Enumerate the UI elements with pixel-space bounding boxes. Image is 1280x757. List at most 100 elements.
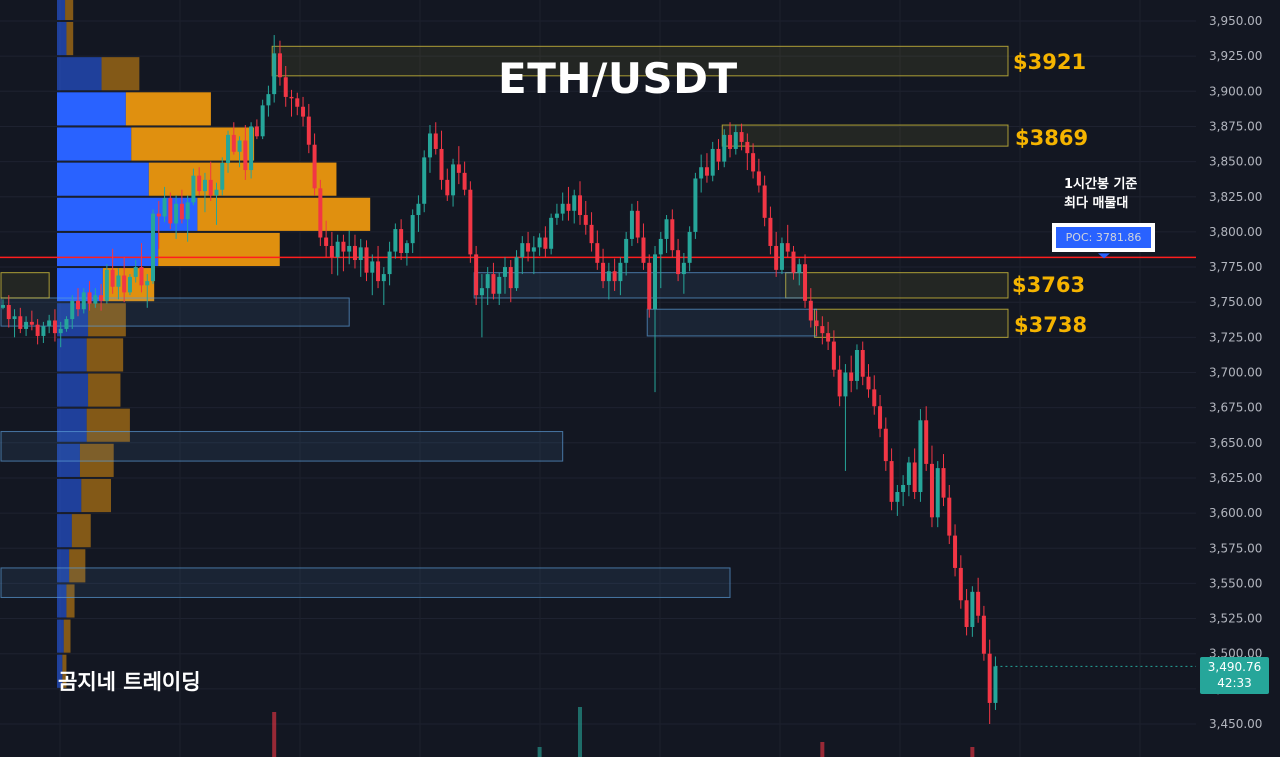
candle-body xyxy=(104,269,109,301)
support-zone xyxy=(0,297,350,327)
volume-profile-sell-bar xyxy=(86,338,124,372)
candle-body xyxy=(578,195,582,216)
volume-profile-sell-bar xyxy=(71,514,91,548)
candle-body xyxy=(347,245,352,252)
candle-body xyxy=(837,369,842,397)
candle-body xyxy=(595,243,600,263)
candle-body xyxy=(808,300,813,321)
poc-label: POC: 3781.86 xyxy=(1056,227,1151,248)
poc-annotation-line-1: 1시간봉 기준 xyxy=(1064,177,1138,192)
price-axis-tick-label: 3,925.00 xyxy=(1209,49,1262,63)
candle-body xyxy=(6,305,11,320)
volume-profile-buy-bar xyxy=(57,478,82,513)
candle-body xyxy=(35,324,40,336)
candle-body xyxy=(549,217,554,249)
candle-body xyxy=(87,292,92,304)
level-label-3869: $3869 xyxy=(1015,126,1089,150)
candle-body xyxy=(468,189,473,255)
candle-body xyxy=(618,262,623,282)
candle-body xyxy=(439,148,444,180)
poc-annotation: 1시간봉 기준 최다 매물대 xyxy=(1064,175,1137,213)
candle-body xyxy=(606,271,611,282)
candle-body xyxy=(629,210,634,239)
candle-body xyxy=(497,276,502,294)
volume-profile-buy-bar xyxy=(57,162,149,196)
volume-profile-sell-bar xyxy=(86,408,130,442)
candle-body xyxy=(231,134,236,152)
candle-body xyxy=(664,219,669,239)
candle-body xyxy=(324,237,329,246)
candle-body xyxy=(47,320,52,327)
candle-body xyxy=(122,275,127,293)
price-axis-tick-label: 3,900.00 xyxy=(1209,84,1262,98)
candle-body xyxy=(964,600,969,627)
candle-body xyxy=(635,210,640,238)
poc-annotation-line-2: 최다 매물대 xyxy=(1064,196,1129,211)
candle-body xyxy=(174,203,179,224)
volume-profile-sell-bar xyxy=(88,303,126,337)
candle-body xyxy=(29,321,34,325)
volume-profile-buy-bar xyxy=(57,338,87,372)
candle-body xyxy=(756,171,761,186)
level-label-3738: $3738 xyxy=(1014,313,1088,337)
volume-profile-sell-bar xyxy=(63,619,71,653)
price-axis-tick-label: 3,575.00 xyxy=(1209,541,1262,555)
candle-body xyxy=(116,275,121,287)
chart-title: ETH/USDT xyxy=(498,54,738,103)
candle-body xyxy=(601,262,606,282)
candle-body xyxy=(687,231,692,263)
volume-profile-buy-bar xyxy=(57,57,102,91)
price-axis-tick-label: 3,675.00 xyxy=(1209,401,1262,415)
candle-body xyxy=(318,188,323,238)
candle-body xyxy=(658,238,663,255)
candle-body xyxy=(76,300,81,310)
candle-body xyxy=(70,300,75,320)
price-axis-tick-label: 3,750.00 xyxy=(1209,295,1262,309)
candle-body xyxy=(803,264,808,301)
candle-body xyxy=(878,406,883,429)
candle-body xyxy=(739,132,744,142)
candle-body xyxy=(289,96,294,99)
candle-body xyxy=(981,615,986,654)
candle-body xyxy=(427,133,432,158)
price-axis-tick-label: 3,825.00 xyxy=(1209,190,1262,204)
price-axis-tick-label: 3,950.00 xyxy=(1209,14,1262,28)
volume-bar xyxy=(272,712,277,757)
candle-body xyxy=(329,245,334,258)
volume-profile-sell-bar xyxy=(101,57,140,91)
candle-body xyxy=(393,229,398,252)
volume-profile-buy-bar xyxy=(57,127,132,161)
volume-profile-buy-bar xyxy=(57,373,89,407)
candle-body xyxy=(831,341,836,370)
candle-body xyxy=(699,167,704,179)
candle-body xyxy=(18,316,23,329)
candle-body xyxy=(502,267,507,277)
candle-body xyxy=(797,264,802,273)
candle-body xyxy=(301,106,306,117)
volume-profile-sell-bar xyxy=(88,373,121,407)
volume-bar xyxy=(578,707,582,757)
volume-profile-sell-bar xyxy=(65,0,74,21)
price-axis-tick-label: 3,600.00 xyxy=(1209,506,1262,520)
candle-body xyxy=(254,126,259,137)
candle-body xyxy=(24,321,29,329)
resistance-zone xyxy=(721,124,1009,147)
candle-body xyxy=(433,133,438,149)
candle-body xyxy=(693,178,698,232)
candle-body xyxy=(451,164,456,196)
candle-body xyxy=(710,148,715,176)
candle-body xyxy=(295,98,300,107)
candle-body xyxy=(866,376,871,390)
candle-body xyxy=(162,198,167,217)
candle-body xyxy=(358,247,363,261)
candle-body xyxy=(987,653,992,703)
candle-body xyxy=(583,215,588,225)
candle-body xyxy=(641,237,646,263)
volume-profile-buy-bar xyxy=(57,549,70,583)
candle-body xyxy=(860,350,865,377)
candle-body xyxy=(624,238,629,263)
candle-body xyxy=(81,292,86,310)
support-zone xyxy=(473,272,806,299)
candle-body xyxy=(779,243,784,270)
